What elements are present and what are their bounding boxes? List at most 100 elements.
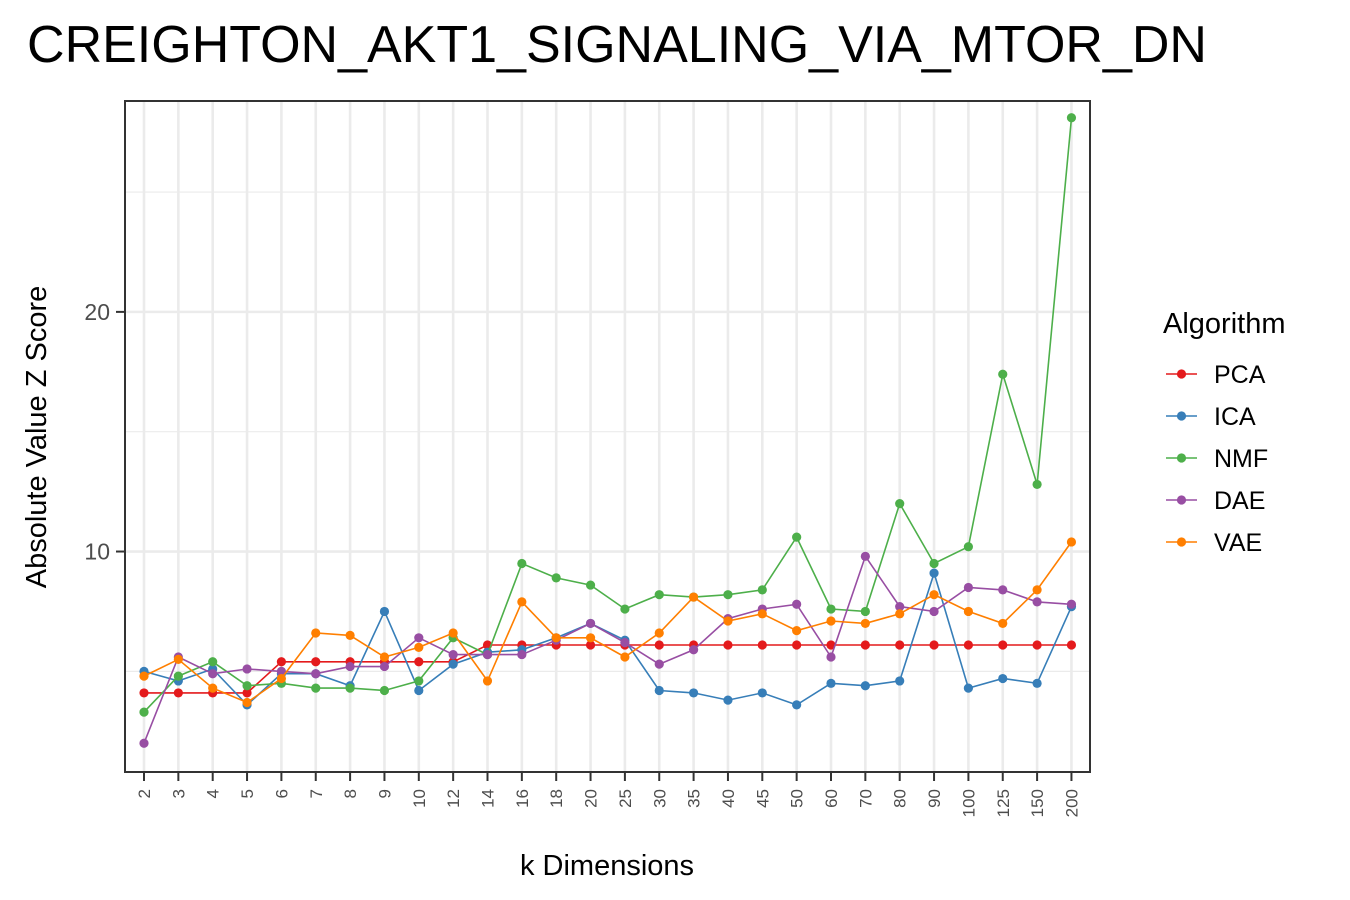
data-point-pca bbox=[998, 640, 1008, 650]
data-point-ica bbox=[1032, 678, 1042, 688]
data-point-pca bbox=[963, 640, 974, 650]
x-axis-title: k Dimensions bbox=[520, 850, 694, 882]
data-point-ica bbox=[689, 688, 699, 698]
chart-title: CREIGHTON_AKT1_SIGNALING_VIA_MTOR_DN bbox=[27, 16, 1207, 74]
data-point-pca bbox=[929, 640, 939, 650]
data-point-dae bbox=[276, 666, 286, 676]
data-point-dae bbox=[345, 661, 355, 672]
data-point-dae bbox=[379, 661, 390, 672]
series-layer bbox=[139, 113, 1077, 748]
data-point-dae bbox=[585, 618, 596, 629]
x-tick-label: 35 bbox=[685, 789, 704, 808]
x-tick-label: 60 bbox=[822, 789, 841, 808]
data-point-vae bbox=[689, 592, 699, 602]
y-tick-label: 20 bbox=[84, 299, 110, 325]
legend-title: Algorithm bbox=[1163, 308, 1286, 340]
x-tick-label: 50 bbox=[788, 789, 807, 808]
data-point-ica bbox=[757, 688, 767, 698]
x-tick-label: 30 bbox=[650, 789, 669, 808]
data-point-vae bbox=[929, 590, 939, 600]
data-point-vae bbox=[517, 597, 527, 607]
data-point-vae bbox=[826, 616, 836, 626]
data-point-nmf bbox=[345, 683, 355, 693]
data-point-dae bbox=[998, 585, 1008, 595]
data-point-vae bbox=[620, 652, 630, 662]
x-tick-label: 70 bbox=[856, 789, 875, 808]
data-point-pca bbox=[585, 640, 596, 650]
data-point-vae bbox=[414, 642, 424, 652]
series-line-dae bbox=[143, 554, 1072, 744]
legend-items: PCA ICA NMF DAE VAE bbox=[1166, 361, 1268, 557]
data-point-dae bbox=[414, 633, 424, 643]
data-point-nmf bbox=[723, 590, 733, 600]
data-point-ica bbox=[654, 685, 664, 696]
data-point-nmf bbox=[242, 681, 252, 691]
data-point-ica bbox=[723, 695, 733, 705]
data-point-vae bbox=[345, 630, 355, 641]
data-point-vae bbox=[757, 609, 767, 619]
data-point-vae bbox=[723, 616, 733, 626]
x-tick-label: 14 bbox=[479, 789, 498, 808]
x-tick-label: 125 bbox=[994, 789, 1013, 817]
data-point-dae bbox=[1066, 599, 1077, 609]
data-point-nmf bbox=[1032, 479, 1042, 490]
data-point-nmf bbox=[551, 573, 561, 583]
data-point-ica bbox=[895, 676, 905, 686]
data-point-ica bbox=[448, 659, 458, 669]
data-point-nmf bbox=[585, 580, 596, 590]
data-point-pca bbox=[723, 640, 733, 650]
data-point-dae bbox=[620, 637, 630, 648]
legend-item-dae: DAE bbox=[1166, 487, 1265, 515]
legend-label: ICA bbox=[1214, 403, 1256, 431]
data-point-nmf bbox=[208, 657, 218, 667]
legend-marker bbox=[1176, 453, 1187, 463]
x-tick-label: 25 bbox=[616, 789, 635, 808]
data-point-pca bbox=[414, 657, 424, 667]
data-point-ica bbox=[929, 568, 939, 578]
data-point-vae bbox=[585, 633, 596, 643]
data-point-dae bbox=[448, 649, 458, 660]
data-point-vae bbox=[1066, 537, 1077, 547]
data-point-vae bbox=[242, 697, 252, 708]
data-point-dae bbox=[689, 645, 699, 655]
data-point-nmf bbox=[311, 683, 321, 693]
data-point-vae bbox=[860, 618, 870, 629]
data-point-pca bbox=[139, 688, 149, 698]
data-point-pca bbox=[276, 657, 286, 667]
data-point-nmf bbox=[792, 532, 802, 542]
data-point-vae bbox=[963, 606, 974, 617]
legend-marker bbox=[1176, 495, 1187, 505]
data-point-nmf bbox=[414, 676, 424, 686]
x-tick-label: 4 bbox=[204, 789, 223, 798]
legend-marker bbox=[1176, 537, 1187, 547]
data-point-pca bbox=[757, 640, 767, 650]
data-point-vae bbox=[482, 676, 493, 686]
data-point-dae bbox=[792, 599, 802, 609]
x-tick-label: 6 bbox=[272, 789, 291, 798]
data-point-ica bbox=[998, 673, 1008, 684]
data-point-dae bbox=[139, 738, 149, 748]
data-point-nmf bbox=[620, 604, 630, 614]
data-point-ica bbox=[792, 700, 802, 710]
data-point-dae bbox=[963, 582, 974, 593]
data-point-vae bbox=[379, 652, 390, 662]
data-point-nmf bbox=[895, 499, 905, 509]
data-point-pca bbox=[895, 640, 905, 650]
series-vae bbox=[139, 537, 1077, 708]
x-tick-label: 9 bbox=[375, 789, 394, 798]
series-line-ica bbox=[143, 570, 1073, 707]
data-point-pca bbox=[860, 640, 870, 650]
legend-label: PCA bbox=[1214, 361, 1266, 389]
legend-label: NMF bbox=[1214, 445, 1268, 473]
data-point-nmf bbox=[860, 606, 870, 617]
data-point-ica bbox=[414, 685, 424, 696]
series-line-vae bbox=[143, 541, 1073, 704]
data-point-vae bbox=[895, 609, 905, 619]
x-tick-label: 12 bbox=[444, 789, 463, 808]
x-tick-label: 200 bbox=[1062, 789, 1081, 817]
data-point-vae bbox=[998, 618, 1008, 629]
x-tick-label: 150 bbox=[1028, 789, 1047, 817]
data-point-pca bbox=[792, 640, 802, 650]
data-point-dae bbox=[1032, 597, 1042, 607]
legend-label: DAE bbox=[1214, 487, 1265, 515]
